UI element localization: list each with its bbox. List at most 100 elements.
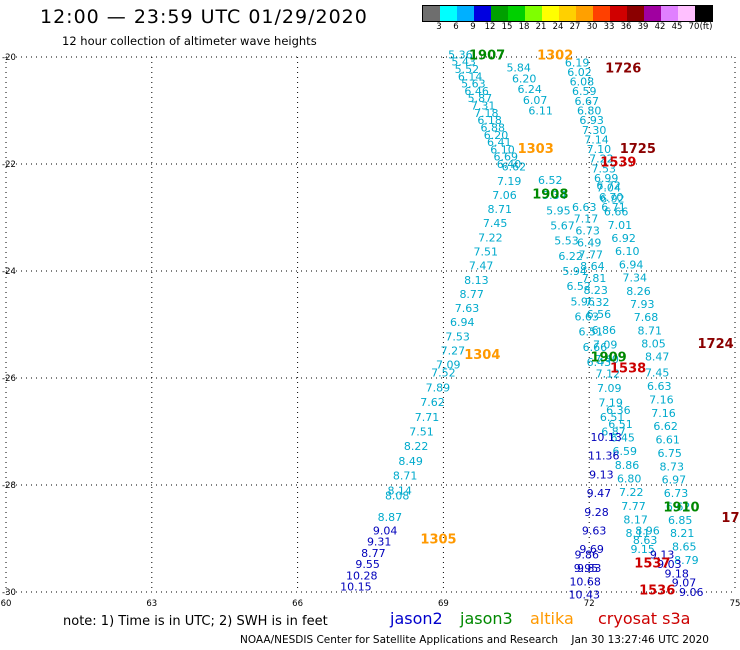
wave-height-value: 5.36 [448,48,473,61]
wave-height-value: 10.13 [590,431,622,444]
wave-height-value: 8.73 [660,460,685,473]
wave-height-value: 7.40 [594,353,619,366]
wave-height-value: 6.72 [596,179,621,192]
wave-height-value: 7.68 [634,311,659,324]
wave-height-value: 5.63 [461,78,486,91]
wave-height-value: 6.75 [657,447,682,460]
pass-number-label: 1910 [663,500,699,515]
wave-height-value: 10.28 [346,569,378,582]
wave-height-value: 9.69 [579,543,604,556]
wave-height-value: 8.87 [378,511,403,524]
wave-height-value: 10.68 [569,575,601,588]
wave-height-value: 6.93 [579,114,604,127]
x-tick-label: 66 [292,599,303,609]
wave-height-value: 6.20 [484,129,509,142]
x-tick-label: 69 [438,599,449,609]
wave-height-value: 7.77 [621,500,646,513]
wave-height-value: 7.89 [426,381,451,394]
satellite-jason2-label: jason2 [390,609,443,628]
pass-number-label: 1909 [591,351,627,366]
pass-number-label: 1726 [605,62,641,77]
wave-height-value: 6.52 [566,280,591,293]
wave-height-value: 6.99 [594,172,619,185]
wave-height-value: 7.14 [584,133,609,146]
wave-height-value: 6.51 [579,326,604,339]
legend-threshold-label: 6 [453,22,459,32]
wave-height-value: 6.88 [481,121,506,134]
wave-height-value: 8.64 [580,260,605,273]
wave-height-value: 7.51 [409,426,434,439]
wave-height-value: 8.63 [633,534,658,547]
wave-height-value: 7.71 [415,411,440,424]
wave-height-value: 7.16 [651,407,676,420]
wave-height-value: 7.01 [608,219,633,232]
wave-height-value: 8.26 [626,285,651,298]
legend-threshold-label: 27 [569,22,581,32]
legend-swatch [423,6,440,21]
wave-height-value: 9.04 [373,525,398,538]
pass-number-label: 172 [721,511,740,526]
map-title: 12:00 — 23:59 UTC 01/29/2020 [40,6,368,28]
wave-height-value: 7.47 [469,260,494,273]
satellite-cryosat-s3a-label: cryosat s3a [598,609,691,628]
wave-height-value: 6.49 [577,237,602,250]
legend-swatch [644,6,661,21]
wave-height-value: 6.94 [619,258,644,271]
legend-threshold-label: 36 [620,22,632,32]
wave-height-value: 5.52 [455,63,480,76]
wave-height-value: 9.07 [672,577,697,590]
y-tick-label: -26 [2,374,16,384]
wave-height-value: 8.23 [583,284,608,297]
wave-height-value: 8.13 [464,274,489,287]
wave-height-value: 6.62 [653,420,678,433]
wave-height-value: 7.77 [579,248,604,261]
wave-height-value: 6.69 [494,151,519,164]
legend-swatch [508,6,525,21]
legend-threshold-label: 30 [586,22,598,32]
pass-number-label: 1908 [532,187,568,202]
wave-height-value: 7.31 [471,100,496,113]
wave-height-value: 6.02 [567,66,592,79]
wave-height-value: 9.63 [582,525,607,538]
wave-height-value: 8.71 [393,470,418,483]
legend-threshold-label: 70 [688,22,700,32]
map-subtitle: 12 hour collection of altimeter wave hei… [62,34,317,48]
wave-height-value: 7.09 [593,338,618,351]
wave-height-value: 6.85 [668,514,693,527]
wave-height-value: 8.08 [385,490,410,503]
wave-height-value: 5.84 [506,62,531,75]
wave-height-value: 9.18 [664,567,689,580]
legend-swatch [576,6,593,21]
wave-height-value: 8.71 [488,203,513,216]
wave-height-value: 6.56 [587,308,612,321]
wave-height-value: 6.10 [490,143,515,156]
wave-height-value: 6.66 [604,206,629,219]
wave-height-value: 7.45 [645,367,670,380]
y-tick-label: -24 [2,267,16,277]
legend-swatch [542,6,559,21]
wave-height-value: 8.96 [635,525,660,538]
wave-height-value: 6.36 [606,404,631,417]
wave-height-value: 6.07 [523,94,548,107]
wave-height-value: 7.22 [589,153,614,166]
wave-height-value: 8.21 [670,527,695,540]
wave-height-value: 6.63 [572,201,597,214]
wave-height-value: 7.09 [597,382,622,395]
wave-height-value: 6.46 [464,85,489,98]
legend-threshold-label: 12 [484,22,496,32]
wave-height-value: 7.18 [474,107,499,120]
wave-height-value: 6.45 [610,431,635,444]
wave-height-value: 8.47 [645,351,670,364]
wave-height-value: 6.63 [647,380,672,393]
wave-height-value: 7.09 [436,359,461,372]
wave-height-value: 6.43 [587,356,612,369]
wave-height-value: 7.62 [420,396,445,409]
wave-height-value: 8.86 [615,459,640,472]
legend-threshold-label: 18 [518,22,530,32]
wave-height-value: 7.63 [455,302,480,315]
wave-height-value: 9.15 [630,543,655,556]
wave-height-value: 6.67 [575,95,600,108]
x-tick-label: 75 [730,599,740,609]
legend-threshold-label: 39 [637,22,649,32]
